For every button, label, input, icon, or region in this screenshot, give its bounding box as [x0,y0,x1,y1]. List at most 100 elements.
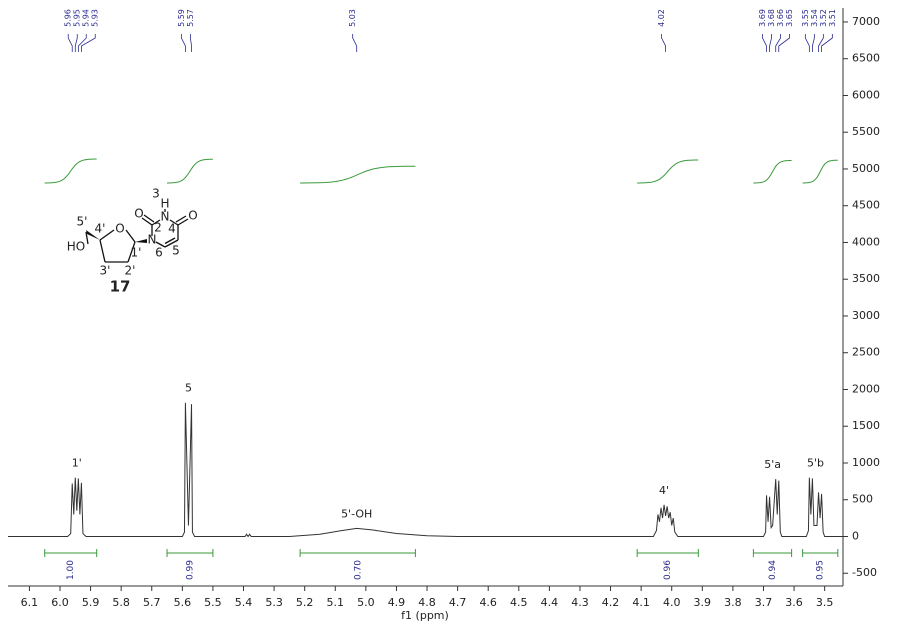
peak-label: 4.02 [657,9,666,27]
bond [169,219,179,226]
peak-annotation: 5'-OH [341,507,372,520]
integral-label: 0.94 [768,560,778,580]
peak-label: 3.66 [776,9,785,27]
y-tick-label: 4500 [852,199,880,212]
integral-curve [637,159,699,184]
atom-label: 2' [125,264,136,278]
peak-label-connector [180,34,186,52]
x-tick-label: 4.4 [541,596,559,609]
y-tick-label: 0 [852,529,859,542]
peak-label-connector [67,34,73,52]
y-tick-label: 6000 [852,88,880,101]
integral-curve [802,159,838,184]
peak-label: 5.03 [348,9,357,27]
y-tick-label: -500 [852,566,877,579]
peak-label: 3.68 [767,9,776,27]
x-tick-label: 5.4 [235,596,253,609]
bond [175,215,187,223]
bond [164,239,179,248]
y-tick-label: 2000 [852,382,880,395]
x-tick-label: 3.5 [816,596,834,609]
peak-label-connector [352,34,358,52]
peak-label: 5.57 [186,9,195,27]
atom-label: 3' [100,264,111,278]
atom-label: 1' [131,246,142,260]
bond [143,214,155,223]
peak-label: 5.96 [64,9,73,27]
x-tick-label: 3.9 [694,596,712,609]
atom-label: H [160,197,169,211]
y-tick-label: 5500 [852,125,880,138]
x-tick-label: 6.1 [21,596,39,609]
x-tick-label: 3.7 [755,596,773,609]
x-tick-label: 4.1 [632,596,650,609]
y-tick-label: 500 [852,493,873,506]
x-tick-label: 4.5 [510,596,528,609]
bond [125,229,136,243]
atom-label: O [134,207,143,221]
bond [99,229,115,241]
atom-label: 5 [172,244,180,258]
x-tick-label: 5.8 [112,596,130,609]
integral-curve [300,165,416,184]
bond [127,241,136,263]
peak-label-connector [818,34,824,52]
integral-label: 1.00 [66,560,76,580]
peak-label-connector [821,34,833,52]
peak-label-connector [769,34,772,52]
atom-label: O [115,222,124,236]
peak-label-connector [661,34,667,52]
x-tick-label: 4.8 [418,596,436,609]
bond [141,217,153,226]
bond [155,241,166,248]
integral-curve [753,159,792,184]
peak-annotation: 5'b [807,457,824,470]
peak-label-connector [812,34,815,52]
peak-label: 3.55 [801,9,810,27]
y-tick-label: 5000 [852,162,880,175]
peak-label-connector [81,34,96,52]
bond [177,218,189,226]
atom-label: HO [67,240,85,254]
peak-label-connector [77,34,87,52]
peak-annotation: 4' [659,484,669,497]
bond [164,237,176,245]
bond [99,239,106,263]
atom-label: 4 [168,222,176,236]
y-tick-label: 1000 [852,456,880,469]
x-tick-label: 4.3 [571,596,589,609]
x-tick-label: 5.1 [327,596,345,609]
integral-curve [167,158,213,184]
peak-label-connector [804,34,810,52]
peak-label-connector [74,34,78,52]
x-tick-label: 3.6 [785,596,803,609]
atom-label: 2 [154,221,162,235]
peak-label: 3.51 [828,9,837,27]
x-tick-label: 5.0 [357,596,375,609]
x-axis-label: f1 (ppm) [401,609,449,622]
atom-label: N [148,233,157,247]
y-tick-label: 3000 [852,309,880,322]
x-tick-label: 6.0 [51,596,69,609]
bond [85,231,89,245]
structure: HO 5' 4' O 1' N 2 O N H 3 4 O 5 6 3' 2' … [67,187,198,296]
integral-label: 0.99 [185,560,195,580]
bond [151,219,161,226]
peak-label: 5.94 [82,9,91,27]
x-tick-label: 4.2 [602,596,620,609]
peak-label-connector [189,34,192,52]
y-tick-label: 1500 [852,419,880,432]
peak-label-connector [778,34,790,52]
integral-label: 0.96 [663,560,673,580]
wedge-bond [86,230,100,240]
peak-label-connector [775,34,781,52]
x-tick-label: 5.2 [296,596,314,609]
x-tick-label: 5.5 [204,596,222,609]
integral-curve [44,158,97,184]
y-tick-label: 3500 [852,272,880,285]
peak-annotation: 5 [185,382,192,395]
y-tick-label: 6500 [852,52,880,65]
peak-label-connector [762,34,767,52]
atom-label: 5' [77,215,88,229]
